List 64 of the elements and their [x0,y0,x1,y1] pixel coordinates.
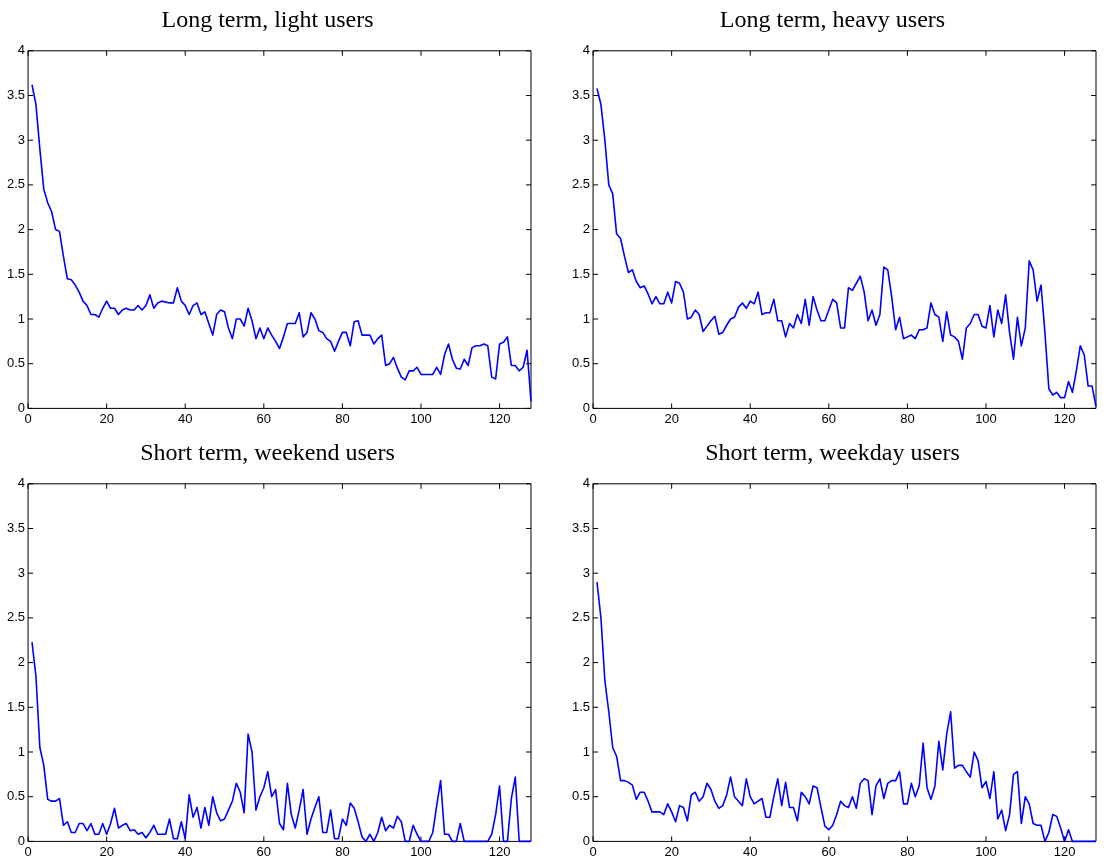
y-tick-label: 2 [582,221,591,237]
x-tick-label: 40 [743,843,758,859]
x-tick-label: 60 [256,843,272,859]
y-tick-label: 0 [582,399,591,415]
x-tick-label: 100 [410,410,432,426]
x-tick-label: 80 [335,843,350,859]
y-tick-label: 2 [17,221,26,237]
x-tick-label: 20 [664,410,679,426]
chart-title: Short term, weekend users [140,438,395,465]
y-tick-label: 4 [17,475,26,491]
x-tick-label: 100 [410,843,432,859]
y-tick-label: 3 [17,131,26,147]
x-tick-label: 60 [256,410,272,426]
y-tick-label: 1 [582,310,591,326]
x-tick-label: 120 [1053,410,1076,426]
x-tick-label: 120 [488,410,511,426]
y-tick-label: 4 [582,475,591,491]
x-tick-label: 40 [178,410,193,426]
y-tick-label: 2 [582,654,591,670]
y-tick-label: 3.5 [571,520,591,536]
x-tick-label: 80 [900,410,915,426]
chart-title: Short term, weekday users [705,438,960,465]
y-tick-label: 3 [582,131,591,147]
y-tick-label: 0.5 [571,355,591,371]
y-tick-label: 0.5 [6,355,26,371]
y-tick-label: 2 [17,654,26,670]
x-tick-label: 40 [743,410,758,426]
x-tick-label: 60 [821,410,837,426]
x-tick-label: 120 [1053,843,1076,859]
y-tick-label: 2.5 [6,176,26,192]
x-tick-label: 20 [99,843,114,859]
x-tick-label: 80 [335,410,350,426]
y-tick-label: 1 [17,310,26,326]
chart-title: Long term, heavy users [719,5,946,32]
x-tick-label: 100 [975,843,997,859]
x-tick-label: 80 [900,843,915,859]
y-tick-label: 1.5 [571,265,591,281]
y-tick-label: 3.5 [6,87,26,103]
y-tick-label: 0 [17,399,26,415]
x-tick-label: 60 [821,843,837,859]
y-tick-label: 3.5 [571,87,591,103]
chart-title: Long term, light users [161,5,374,32]
x-tick-label: 120 [488,843,511,859]
y-tick-label: 1.5 [6,265,26,281]
y-tick-label: 3.5 [6,520,26,536]
y-tick-label: 1 [582,743,591,759]
y-tick-label: 0 [17,832,26,848]
y-tick-label: 1.5 [571,698,591,714]
y-tick-label: 4 [17,42,26,58]
y-tick-label: 3 [17,564,26,580]
y-tick-label: 1.5 [6,698,26,714]
y-tick-label: 0.5 [571,788,591,804]
x-tick-label: 100 [975,410,997,426]
y-tick-label: 3 [582,564,591,580]
y-tick-label: 0 [582,832,591,848]
y-tick-label: 2.5 [571,609,591,625]
y-tick-label: 2.5 [6,609,26,625]
y-tick-label: 0.5 [6,788,26,804]
x-tick-label: 20 [99,410,114,426]
x-tick-label: 40 [178,843,193,859]
x-tick-label: 20 [664,843,679,859]
y-tick-label: 2.5 [571,176,591,192]
y-tick-label: 1 [17,743,26,759]
y-tick-label: 4 [582,42,591,58]
